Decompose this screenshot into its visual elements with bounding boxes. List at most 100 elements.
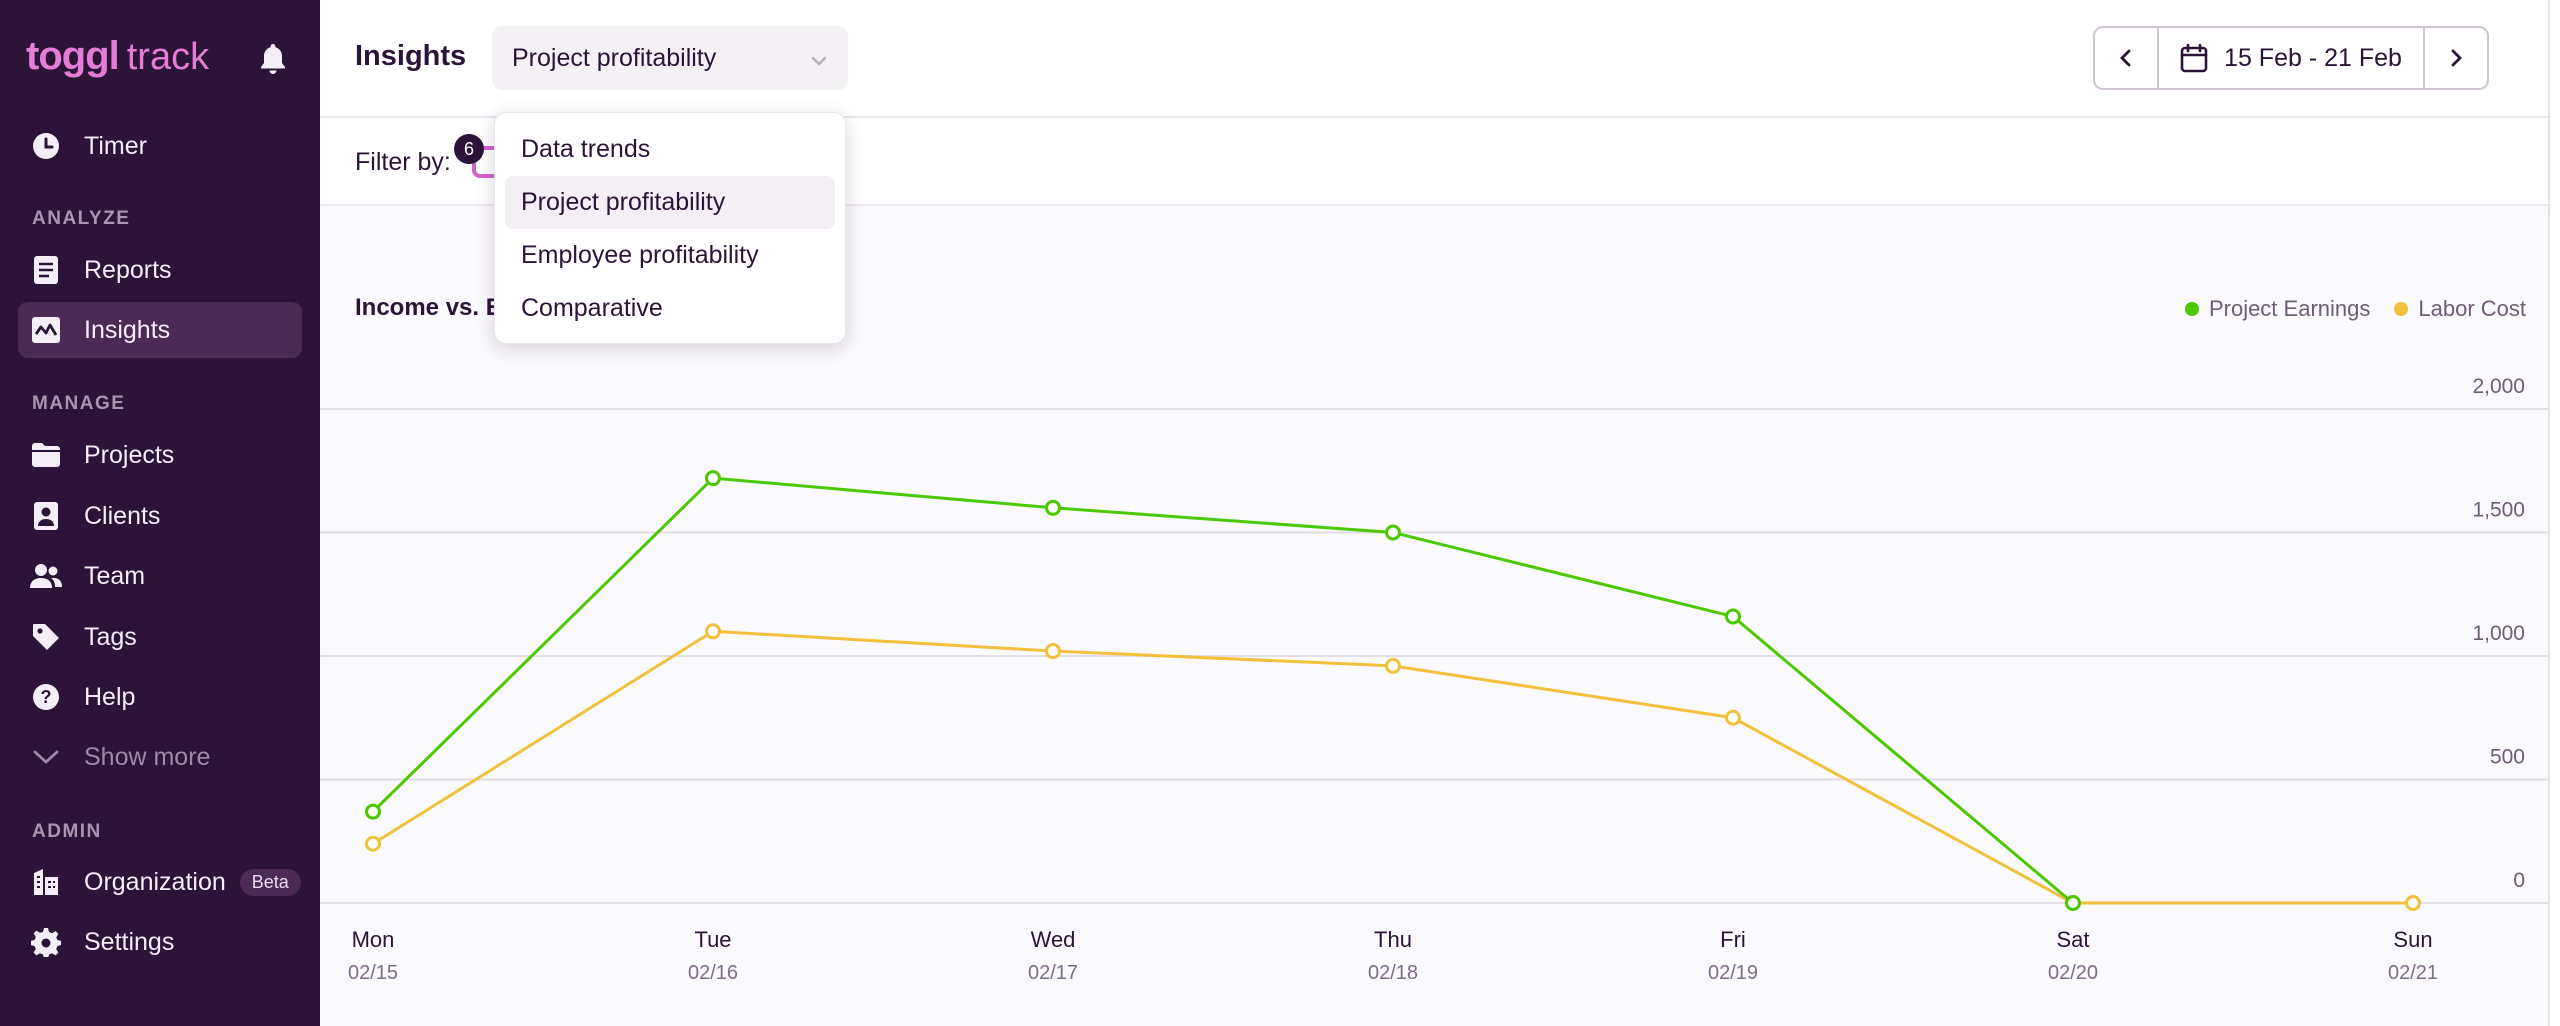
sidebar-item-label: Settings — [84, 927, 175, 956]
chart-title: Income vs. E — [355, 294, 502, 321]
building-icon — [30, 866, 62, 898]
data-point-earnings — [365, 803, 381, 820]
sidebar-item-projects[interactable]: Projects — [18, 427, 302, 483]
x-tick-label-day: Fri — [1720, 927, 1746, 952]
data-point-earnings — [2065, 895, 2081, 911]
sidebar-item-label: Insights — [84, 315, 171, 344]
y-tick-label: 0 — [2513, 869, 2525, 892]
data-point-labor — [2405, 895, 2421, 911]
data-point-earnings — [1045, 499, 1061, 516]
team-icon — [30, 560, 62, 592]
data-point-earnings — [1385, 524, 1401, 541]
scrollbar[interactable] — [2548, 0, 2550, 1026]
x-tick-label-date: 02/17 — [1028, 962, 1078, 984]
dropdown-option-project-profitability[interactable]: Project profitability — [505, 176, 835, 229]
y-tick-label: 500 — [2490, 746, 2525, 769]
legend-label: Project Earnings — [2208, 296, 2371, 321]
divider — [2157, 28, 2159, 88]
contact-card-icon — [30, 500, 62, 532]
section-label-manage: MANAGE — [32, 393, 126, 414]
data-point-earnings — [705, 470, 721, 487]
chart-icon — [30, 314, 62, 346]
series-line-earnings — [371, 476, 2074, 905]
sidebar-item-label: Tags — [84, 622, 137, 651]
sidebar-item-clients[interactable]: Clients — [18, 488, 302, 544]
data-point-labor — [1045, 643, 1061, 660]
legend-dot — [2394, 302, 2409, 316]
dropdown-option-data-trends[interactable]: Data trends — [521, 135, 651, 163]
sidebar-item-organization[interactable]: Organization Beta — [18, 854, 302, 910]
report-type-select[interactable]: Project profitability — [492, 26, 848, 90]
clock-icon — [30, 130, 62, 162]
sidebar: toggl track Timer ANALYZE Reports Insigh… — [0, 0, 320, 1026]
date-range-picker[interactable]: 15 Feb - 21 Feb — [2159, 28, 2423, 88]
document-icon — [30, 254, 62, 286]
next-week-button[interactable] — [2425, 28, 2487, 88]
legend-dot — [2184, 302, 2199, 316]
sidebar-item-tags[interactable]: Tags — [18, 609, 302, 665]
x-tick-label-date: 02/19 — [1708, 962, 1758, 984]
legend-item-earnings[interactable]: Project Earnings — [2184, 296, 2371, 322]
page-header: Insights Project profitability 15 Feb - … — [320, 0, 2550, 118]
sidebar-item-label: Timer — [84, 131, 147, 160]
x-tick-label-day: Sat — [2056, 927, 2089, 952]
x-tick-label-day: Mon — [352, 927, 395, 952]
dropdown-option-employee-profitability[interactable]: Employee profitability — [521, 241, 759, 269]
logo-brand: toggl — [26, 34, 120, 78]
section-label-admin: ADMIN — [32, 821, 102, 842]
divider — [2423, 28, 2425, 88]
x-tick-label-date: 02/20 — [2048, 962, 2098, 984]
svg-text:?: ? — [41, 687, 52, 707]
previous-week-button[interactable] — [2095, 28, 2157, 88]
x-tick-label-date: 02/15 — [348, 962, 398, 984]
section-label-analyze: ANALYZE — [32, 208, 131, 229]
x-tick-label-date: 02/21 — [2388, 962, 2438, 984]
chevron-down-icon — [30, 741, 62, 773]
bell-icon[interactable] — [258, 42, 288, 74]
report-type-dropdown: Data trends Project profitability Employ… — [494, 112, 846, 344]
data-point-labor — [1385, 657, 1401, 674]
line-chart: 2,000 1,500 1,000 500 0 Mon 02/15 Tue 02/16 Wed 02… — [320, 375, 2550, 984]
chart-legend: Project Earnings Labor Cost — [2161, 296, 2526, 322]
y-tick-label: 2,000 — [2472, 375, 2525, 398]
data-point-labor — [365, 835, 381, 852]
chevron-left-icon — [2120, 49, 2131, 67]
data-point-labor — [705, 623, 721, 640]
beta-badge: Beta — [239, 868, 301, 896]
legend-label: Labor Cost — [2418, 296, 2526, 321]
sidebar-item-label: Team — [84, 561, 146, 590]
chevron-right-icon — [2451, 49, 2462, 67]
sidebar-item-settings[interactable]: Settings — [18, 914, 302, 970]
page-title: Insights — [355, 40, 467, 72]
folder-icon — [30, 439, 62, 471]
x-tick-label-day: Tue — [694, 927, 731, 952]
sidebar-item-insights[interactable]: Insights — [18, 302, 302, 358]
sidebar-item-label: Reports — [84, 255, 172, 284]
sidebar-item-label: Projects — [84, 440, 175, 469]
legend-item-labor[interactable]: Labor Cost — [2394, 296, 2526, 322]
sidebar-item-label: Help — [84, 682, 136, 711]
sidebar-item-help[interactable]: ? Help — [18, 669, 302, 725]
sidebar-item-label: Clients — [84, 501, 161, 530]
question-icon: ? — [30, 681, 62, 713]
sidebar-item-reports[interactable]: Reports — [18, 242, 302, 298]
x-tick-label-day: Sun — [2393, 927, 2432, 952]
x-tick-label-day: Thu — [1374, 927, 1412, 952]
sidebar-item-label: Organization — [84, 867, 226, 896]
data-point-earnings — [1725, 608, 1741, 625]
x-tick-label-day: Wed — [1031, 927, 1076, 952]
sidebar-item-team[interactable]: Team — [18, 548, 302, 604]
sidebar-item-timer[interactable]: Timer — [18, 118, 302, 174]
logo-product: track — [126, 36, 210, 78]
chevron-down-icon — [810, 48, 828, 66]
toggl-track-logo[interactable]: toggl track — [26, 34, 209, 79]
calendar-icon — [2180, 43, 2208, 73]
filter-count-badge: 6 — [454, 134, 484, 164]
dropdown-option-comparative[interactable]: Comparative — [521, 294, 663, 322]
sidebar-item-label: Show more — [84, 742, 211, 771]
gear-icon — [30, 926, 62, 958]
y-tick-label: 1,500 — [2472, 499, 2525, 522]
y-tick-label: 1,000 — [2472, 622, 2525, 645]
sidebar-item-show-more[interactable]: Show more — [18, 729, 302, 785]
x-tick-label-date: 02/18 — [1368, 962, 1418, 984]
